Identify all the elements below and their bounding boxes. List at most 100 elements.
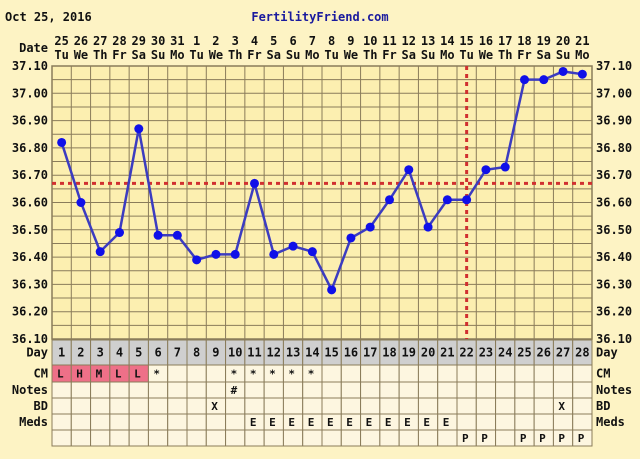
bd-cell <box>90 397 111 415</box>
extra-cell <box>398 429 419 447</box>
y-tick-label-left: 36.20 <box>12 305 48 319</box>
notes-cell <box>321 381 342 399</box>
extra-cell <box>379 429 400 447</box>
cm-cell <box>417 364 439 383</box>
meds-value: E <box>366 416 373 429</box>
meds-value: E <box>404 416 411 429</box>
x-date-label: 27 <box>93 34 107 48</box>
notes-cell <box>90 381 111 399</box>
date-label: Date <box>19 41 48 55</box>
meds-cell <box>572 413 593 431</box>
day-value: 24 <box>498 346 512 360</box>
day-value: 20 <box>421 346 435 360</box>
x-date-label: 3 <box>232 34 239 48</box>
bd-cell <box>70 397 92 415</box>
cm-value: * <box>153 368 160 381</box>
temperature-point <box>520 75 529 85</box>
bd-cell <box>321 397 342 415</box>
y-tick-label-right: 36.20 <box>596 305 632 319</box>
x-date-label: 21 <box>575 34 589 48</box>
x-weekday-label: We <box>74 48 88 62</box>
notes-cell <box>340 381 362 399</box>
day-value: 6 <box>154 346 161 360</box>
notes-cell <box>147 381 169 399</box>
cm-cell <box>379 364 400 383</box>
extra-cell <box>147 429 169 447</box>
meds-cell <box>552 413 574 431</box>
x-weekday-label: Mo <box>170 48 184 62</box>
bd-cell <box>360 397 381 415</box>
x-date-label: 18 <box>517 34 531 48</box>
bd-cell <box>398 397 419 415</box>
temperature-line <box>60 70 583 293</box>
extra-cell <box>109 429 130 447</box>
extra-cell <box>360 429 381 447</box>
x-date-label: 25 <box>54 34 68 48</box>
extra-cell <box>186 429 207 447</box>
y-tick-label-left: 36.80 <box>12 141 48 155</box>
notes-cell <box>379 381 400 399</box>
extra-cell <box>302 429 323 447</box>
meds-cell <box>186 413 207 431</box>
notes-row-label-left: Notes <box>12 383 48 397</box>
temperature-point <box>365 222 375 232</box>
x-weekday-label: Th <box>363 48 377 62</box>
notes-cell <box>514 381 535 399</box>
extra-cell <box>51 429 72 447</box>
cm-value: L <box>134 368 141 381</box>
day-value: 13 <box>286 346 300 360</box>
extra-cell <box>70 429 92 447</box>
x-date-label: 9 <box>347 34 354 48</box>
extra-cell <box>282 429 304 447</box>
y-tick-label-right: 36.10 <box>596 332 632 346</box>
y-tick-label-right: 36.70 <box>596 168 632 182</box>
cm-cell <box>340 364 362 383</box>
x-date-label: 29 <box>132 34 146 48</box>
bd-cell <box>340 397 362 415</box>
x-weekday-label: Sa <box>537 48 551 62</box>
y-tick-label-left: 36.90 <box>12 114 48 128</box>
day-value: 22 <box>459 346 473 360</box>
notes-row-label-right: Notes <box>596 383 632 397</box>
cm-value: * <box>288 368 295 381</box>
cm-cell <box>495 364 516 383</box>
y-tick-label-right: 36.60 <box>596 196 632 210</box>
x-date-label: 4 <box>251 34 258 48</box>
meds-value: E <box>308 416 315 429</box>
y-tick-label-left: 36.10 <box>12 332 48 346</box>
bd-cell <box>51 397 72 415</box>
cm-value: * <box>231 368 238 381</box>
x-weekday-label: Mo <box>440 48 454 62</box>
x-weekday-label: Su <box>286 48 300 62</box>
meds-cell <box>109 413 130 431</box>
day-value: 4 <box>116 346 123 360</box>
y-tick-label-left: 36.60 <box>12 196 48 210</box>
x-date-label: 14 <box>440 34 454 48</box>
x-date-label: 8 <box>328 34 335 48</box>
x-weekday-label: Sa <box>267 48 281 62</box>
bd-cell <box>128 397 149 415</box>
extra-cell <box>572 429 593 447</box>
temperature-point <box>153 230 163 240</box>
meds-cell <box>475 413 497 431</box>
temperature-point <box>481 165 491 175</box>
day-value: 8 <box>193 346 200 360</box>
notes-cell <box>70 381 92 399</box>
cm-cell <box>572 364 593 383</box>
meds-value: E <box>327 416 334 429</box>
temperature-point <box>442 195 452 205</box>
extra-cell <box>244 429 265 447</box>
temperature-point <box>404 165 414 175</box>
cm-value: H <box>76 368 83 381</box>
temperature-point <box>192 255 202 265</box>
x-date-label: 13 <box>421 34 435 48</box>
temperature-point <box>307 247 317 257</box>
notes-cell <box>552 381 574 399</box>
x-weekday-label: Fr <box>382 48 396 62</box>
notes-cell <box>186 381 207 399</box>
x-weekday-label: Th <box>498 48 512 62</box>
extra-value: P <box>539 432 546 445</box>
bd-cell <box>437 397 458 415</box>
extra-cell <box>205 429 227 447</box>
bd-cell <box>225 397 246 415</box>
